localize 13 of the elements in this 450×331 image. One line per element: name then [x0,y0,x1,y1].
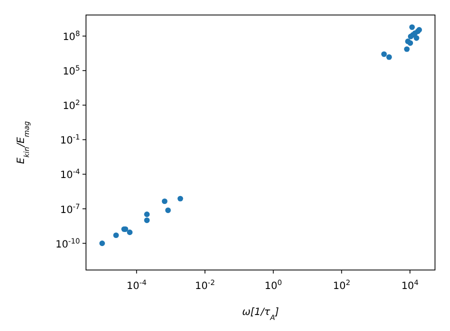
y-tick-label: 10$^{-1}$ [60,132,80,147]
x-axis-title: ω[1/τ$_{A}$] [242,307,280,322]
x-tick-label: 10$^{2}$ [332,278,350,292]
x-tick-label: 10$^{4}$ [401,278,420,292]
x-tick-label: 10$^{-4}$ [126,278,147,292]
y-tick-label: 10$^{5}$ [62,63,80,78]
y-tick-label: 10$^{2}$ [62,98,80,112]
y-tick-label: 10$^{-10}$ [56,236,80,250]
y-tick-label: 10$^{8}$ [62,28,80,44]
y-tick-label: 10$^{-7}$ [60,201,80,216]
y-tick-label: 10$^{-4}$ [60,166,80,182]
x-tick-label: 10$^{0}$ [264,278,282,292]
x-tick-label: 10$^{-2}$ [195,278,215,292]
